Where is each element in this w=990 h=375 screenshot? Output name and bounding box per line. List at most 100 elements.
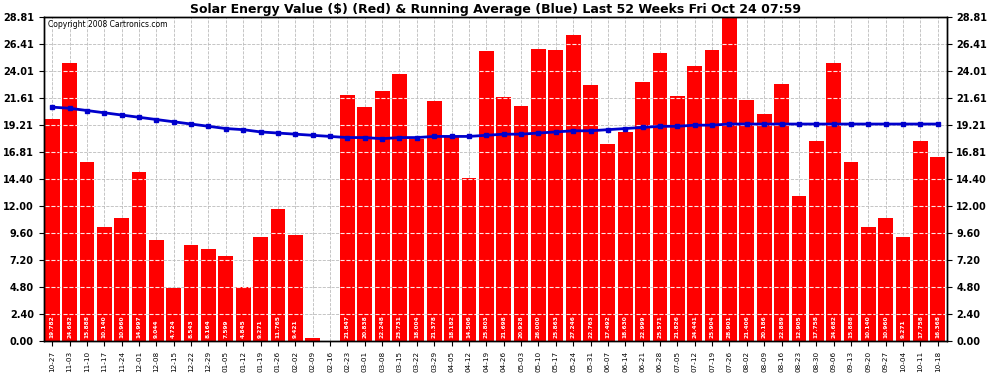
Bar [219,256,234,341]
Text: 14.506: 14.506 [466,315,471,338]
Bar [45,118,59,341]
Text: 15.888: 15.888 [848,315,853,338]
Text: 7.599: 7.599 [224,320,229,338]
Text: 23.731: 23.731 [397,315,402,338]
Bar [670,96,685,341]
Bar [375,91,389,341]
Text: 28.901: 28.901 [727,315,732,338]
Bar [410,139,425,341]
Text: 18.630: 18.630 [623,315,628,338]
Bar [601,144,615,341]
Bar [253,237,268,341]
Text: 21.378: 21.378 [432,315,437,338]
Title: Solar Energy Value ($) (Red) & Running Average (Blue) Last 52 Weeks Fri Oct 24 0: Solar Energy Value ($) (Red) & Running A… [189,3,801,16]
Bar [774,84,789,341]
Bar [756,114,771,341]
Bar [79,162,94,341]
Text: 25.863: 25.863 [553,315,558,338]
Text: 20.186: 20.186 [761,315,766,338]
Bar [843,162,858,341]
Text: 16.368: 16.368 [936,315,940,338]
Text: 17.492: 17.492 [605,315,611,338]
Bar [514,106,529,341]
Text: 8.543: 8.543 [189,319,194,338]
Bar [861,227,876,341]
Text: 17.758: 17.758 [918,315,923,338]
Bar [97,227,112,341]
Text: 21.406: 21.406 [744,315,749,338]
Bar [913,141,928,341]
Bar [461,178,476,341]
Bar [479,51,494,341]
Bar [427,100,442,341]
Bar [201,249,216,341]
Bar [305,338,320,341]
Text: 19.782: 19.782 [50,315,54,338]
Text: 9.271: 9.271 [258,320,263,338]
Bar [340,95,354,341]
Text: 18.182: 18.182 [449,315,454,338]
Bar [583,85,598,341]
Bar [931,157,945,341]
Bar [878,218,893,341]
Text: 15.888: 15.888 [84,315,89,338]
Text: 21.847: 21.847 [345,315,349,338]
Text: 21.826: 21.826 [675,315,680,338]
Text: 24.441: 24.441 [692,315,697,338]
Text: 25.904: 25.904 [710,315,715,338]
Text: 10.140: 10.140 [102,315,107,338]
Text: 11.765: 11.765 [275,315,280,338]
Text: 8.164: 8.164 [206,319,211,338]
Bar [357,107,372,341]
Text: 4.724: 4.724 [171,319,176,338]
Bar [166,288,181,341]
Text: 25.803: 25.803 [484,315,489,338]
Bar [148,240,163,341]
Bar [288,235,303,341]
Text: 10.960: 10.960 [883,315,888,338]
Text: 4.845: 4.845 [241,319,246,338]
Text: 20.928: 20.928 [519,315,524,338]
Bar [236,287,250,341]
Text: 26.000: 26.000 [536,315,541,338]
Bar [705,50,720,341]
Bar [184,245,198,341]
Bar [132,172,147,341]
Text: 22.999: 22.999 [641,315,645,338]
Bar [809,141,824,341]
Bar [445,136,459,341]
Text: 9.044: 9.044 [153,320,158,338]
Bar [652,53,667,341]
Text: 14.997: 14.997 [137,315,142,338]
Bar [827,63,842,341]
Text: 24.682: 24.682 [832,315,837,338]
Text: 22.763: 22.763 [588,315,593,338]
Bar [740,100,754,341]
Bar [114,218,129,341]
Bar [531,49,545,341]
Text: 10.960: 10.960 [119,315,124,338]
Text: 21.698: 21.698 [501,315,506,338]
Bar [392,74,407,341]
Bar [565,34,580,341]
Bar [896,237,911,341]
Text: 10.140: 10.140 [866,315,871,338]
Text: 24.682: 24.682 [67,315,72,338]
Text: 22.889: 22.889 [779,315,784,338]
Text: 20.838: 20.838 [362,315,367,338]
Text: 9.271: 9.271 [901,320,906,338]
Text: 17.758: 17.758 [814,315,819,338]
Bar [548,50,563,341]
Text: 18.004: 18.004 [415,315,420,338]
Text: 12.905: 12.905 [796,315,801,338]
Bar [636,82,650,341]
Bar [496,97,511,341]
Text: 9.421: 9.421 [293,320,298,338]
Text: 25.571: 25.571 [657,315,662,338]
Text: Copyright 2008 Cartronics.com: Copyright 2008 Cartronics.com [49,20,167,29]
Bar [792,196,806,341]
Bar [270,209,285,341]
Bar [62,63,77,341]
Bar [687,66,702,341]
Bar [618,132,633,341]
